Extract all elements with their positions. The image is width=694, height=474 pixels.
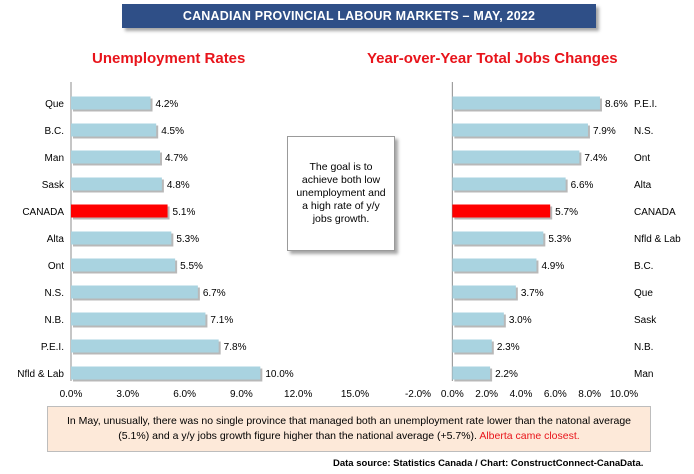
jobs-value-label: 5.3% xyxy=(548,234,571,245)
summary-note-highlight: Alberta came closest. xyxy=(479,430,580,442)
unemp-category-label: B.C. xyxy=(45,126,64,137)
unemp-tick-label: 3.0% xyxy=(116,389,139,400)
jobs-tick-label: 10.0% xyxy=(610,389,638,400)
jobs-category-label: Man xyxy=(634,369,653,380)
page-title: CANADIAN PROVINCIAL LABOUR MARKETS – MAY… xyxy=(182,9,536,23)
unemp-bar-canada xyxy=(71,204,168,218)
unemp-bar-p-e-i- xyxy=(71,339,219,353)
jobs-bar-n-s- xyxy=(452,123,588,137)
jobs-category-label: CANADA xyxy=(634,207,676,218)
unemp-value-label: 5.5% xyxy=(180,261,203,272)
unemp-value-label: 7.1% xyxy=(210,315,233,326)
jobs-bar-ont xyxy=(452,150,580,164)
unemp-category-label: N.S. xyxy=(45,288,64,299)
jobs-value-label: 6.6% xyxy=(571,180,594,191)
unemp-category-label: P.E.I. xyxy=(41,342,64,353)
goal-callout-text: The goal is to achieve both low unemploy… xyxy=(296,161,386,225)
jobs-value-label: 7.9% xyxy=(593,126,616,137)
unemp-bar-que xyxy=(71,96,151,110)
unemp-bar-sask xyxy=(71,177,162,191)
jobs-value-label: 5.7% xyxy=(555,207,578,218)
unemp-category-label: CANADA xyxy=(22,207,64,218)
jobs-tick-label: 8.0% xyxy=(578,389,601,400)
jobs-category-label: Alta xyxy=(634,180,652,191)
summary-note: In May, unusually, there was no single p… xyxy=(47,406,651,452)
jobs-value-label: 2.2% xyxy=(495,369,518,380)
jobs-bar-sask xyxy=(452,312,504,326)
unemp-value-label: 5.1% xyxy=(173,207,196,218)
unemp-category-label: Ont xyxy=(48,261,64,272)
jobs-category-label: Ont xyxy=(634,153,650,164)
jobs-value-label: 2.3% xyxy=(497,342,520,353)
goal-callout: The goal is to achieve both low unemploy… xyxy=(287,136,395,251)
jobs-bar-que xyxy=(452,285,516,299)
jobs-bar-man xyxy=(452,366,491,380)
unemp-bar-n-b- xyxy=(71,312,206,326)
jobs-category-label: N.B. xyxy=(634,342,653,353)
unemp-category-label: Sask xyxy=(42,180,65,191)
jobs-bar-canada xyxy=(452,204,551,218)
unemp-bar-alta xyxy=(71,231,172,245)
jobs-tick-label: 0.0% xyxy=(441,389,464,400)
jobs-tick-label: 2.0% xyxy=(475,389,498,400)
jobs-value-label: 3.0% xyxy=(509,315,532,326)
summary-note-text: In May, unusually, there was no single p… xyxy=(66,415,632,442)
unemp-category-label: Alta xyxy=(47,234,65,245)
jobs-tick-label: 4.0% xyxy=(510,389,533,400)
jobs-category-label: N.S. xyxy=(634,126,653,137)
jobs-category-label: Nfld & Lab xyxy=(634,234,681,245)
jobs-category-label: B.C. xyxy=(634,261,653,272)
jobs-bar-p-e-i- xyxy=(452,96,600,110)
unemp-value-label: 5.3% xyxy=(176,234,199,245)
jobs-category-label: P.E.I. xyxy=(634,99,657,110)
unemployment-chart-title: Unemployment Rates xyxy=(92,50,246,67)
unemp-tick-label: 9.0% xyxy=(230,389,253,400)
jobs-bar-nfld-lab xyxy=(452,231,544,245)
unemp-bar-man xyxy=(71,150,160,164)
unemp-category-label: Que xyxy=(45,99,64,110)
unemp-value-label: 4.7% xyxy=(165,153,188,164)
jobs-chart-title: Year-over-Year Total Jobs Changes xyxy=(367,50,618,67)
unemp-value-label: 4.5% xyxy=(161,126,184,137)
jobs-tick-label: -2.0% xyxy=(405,389,431,400)
jobs-value-label: 8.6% xyxy=(605,99,628,110)
jobs-value-label: 4.9% xyxy=(541,261,564,272)
unemp-tick-label: 12.0% xyxy=(284,389,312,400)
unemp-category-label: Nfld & Lab xyxy=(17,369,64,380)
unemp-bar-nfld-lab xyxy=(71,366,261,380)
jobs-category-label: Sask xyxy=(634,315,657,326)
unemp-value-label: 7.8% xyxy=(224,342,247,353)
jobs-value-label: 7.4% xyxy=(584,153,607,164)
unemp-tick-label: 6.0% xyxy=(173,389,196,400)
data-source: Data source: Statistics Canada / Chart: … xyxy=(333,458,644,469)
unemp-value-label: 6.7% xyxy=(203,288,226,299)
unemp-value-label: 10.0% xyxy=(265,369,293,380)
unemp-tick-label: 15.0% xyxy=(341,389,369,400)
unemp-value-label: 4.8% xyxy=(167,180,190,191)
unemp-category-label: Man xyxy=(45,153,64,164)
jobs-bar-n-b- xyxy=(452,339,492,353)
unemp-tick-label: 0.0% xyxy=(60,389,83,400)
jobs-value-label: 3.7% xyxy=(521,288,544,299)
jobs-category-label: Que xyxy=(634,288,653,299)
unemp-bar-b-c- xyxy=(71,123,157,137)
jobs-bar-b-c- xyxy=(452,258,537,272)
jobs-bar-alta xyxy=(452,177,566,191)
unemp-value-label: 4.2% xyxy=(156,99,179,110)
unemp-bar-ont xyxy=(71,258,176,272)
unemp-category-label: N.B. xyxy=(45,315,64,326)
unemp-bar-n-s- xyxy=(71,285,198,299)
jobs-tick-label: 6.0% xyxy=(544,389,567,400)
page-banner: CANADIAN PROVINCIAL LABOUR MARKETS – MAY… xyxy=(122,4,596,28)
